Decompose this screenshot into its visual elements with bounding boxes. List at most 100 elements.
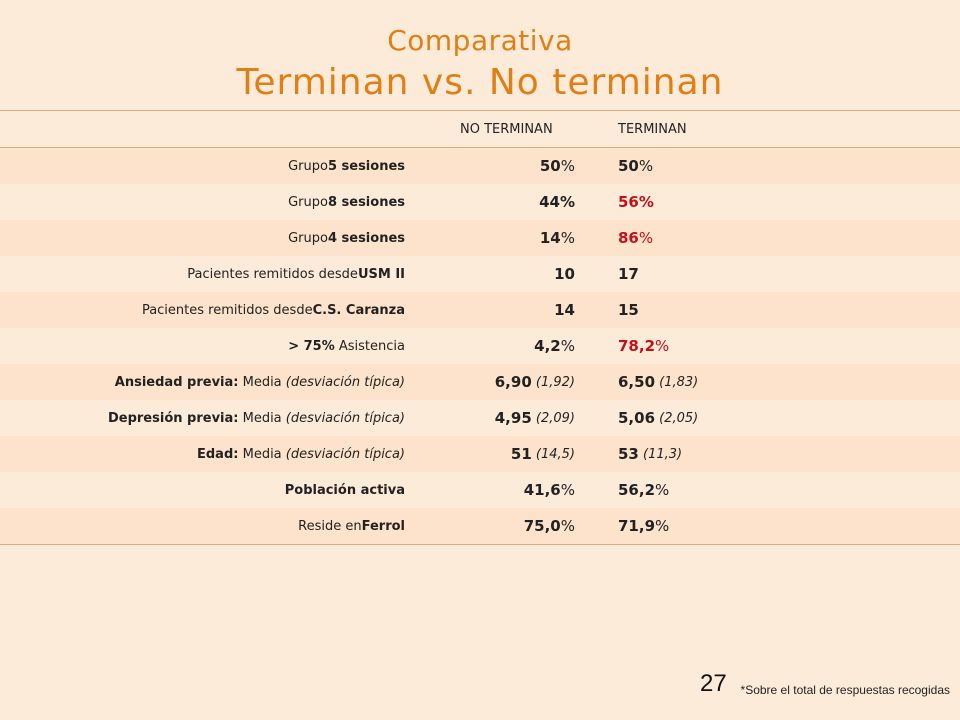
value-main: 71,9 xyxy=(618,517,656,535)
row-label: Grupo 4 sesiones xyxy=(288,220,405,256)
table-body: Grupo 5 sesiones 50% 50% Grupo 8 sesiones 44… xyxy=(0,148,960,544)
value-main: 17 xyxy=(618,265,639,283)
value-main: 14 xyxy=(554,301,575,319)
value-paren: (14,5) xyxy=(531,446,575,462)
value-no-terminan: 50% xyxy=(540,148,575,184)
value-terminan: 15 xyxy=(618,292,639,328)
value-main: 6,50 xyxy=(618,373,656,391)
table-row: Pacientes remitidos desde USM II 10 17 xyxy=(0,256,960,292)
value-main: 50 xyxy=(539,157,561,175)
table-row: Grupo 8 sesiones 44% 56% xyxy=(0,184,960,220)
title-line1: Comparativa xyxy=(387,24,573,57)
table-row: Grupo 5 sesiones 50% 50% xyxy=(0,148,960,184)
value-no-terminan: 41,6% xyxy=(524,472,575,508)
table-row: Población activa 41,6% 56,2% xyxy=(0,472,960,508)
header-terminan: TERMINAN xyxy=(618,121,687,137)
title-line2: Terminan vs. No terminan xyxy=(236,62,724,103)
label-text-post: Asistencia xyxy=(334,338,405,354)
value-no-terminan: 14% xyxy=(540,220,575,256)
value-terminan: 53 (11,3) xyxy=(618,436,682,472)
value-no-terminan: 44% xyxy=(539,184,575,220)
table-row: Grupo 4 sesiones 14% 86% xyxy=(0,220,960,256)
label-bold: Depresión previa: xyxy=(107,410,239,426)
value-main: 75,0 xyxy=(523,517,561,535)
value-no-terminan: 51 (14,5) xyxy=(511,436,575,472)
label-text: Grupo xyxy=(288,158,328,174)
value-paren: (1,92) xyxy=(531,374,575,390)
value-main: 86 xyxy=(618,229,639,247)
label-bold: Edad: xyxy=(197,446,239,462)
row-label: Población activa xyxy=(285,472,405,508)
label-bold: 4 sesiones xyxy=(327,230,405,246)
row-label: Grupo 8 sesiones xyxy=(288,184,405,220)
label-text: Grupo xyxy=(288,230,328,246)
value-no-terminan: 4,95 (2,09) xyxy=(495,400,575,436)
table-row: > 75% Asistencia 4,2% 78,2% xyxy=(0,328,960,364)
value-terminan: 86% xyxy=(618,220,653,256)
row-label: > 75% Asistencia xyxy=(288,328,405,364)
value-main: 10 xyxy=(554,265,575,283)
label-bold: > 75% xyxy=(288,338,335,354)
value-paren: (1,83) xyxy=(655,374,699,390)
value-unit: % xyxy=(638,157,654,175)
value-unit: % xyxy=(560,481,575,499)
label-bold: Población activa xyxy=(284,482,405,498)
label-italic: (desviación típica) xyxy=(285,410,405,426)
value-main: 44% xyxy=(539,193,575,211)
value-terminan: 17 xyxy=(618,256,639,292)
value-terminan: 56,2% xyxy=(618,472,669,508)
value-paren: (2,09) xyxy=(531,410,575,426)
value-main: 6,90 xyxy=(494,373,532,391)
footnote: *Sobre el total de respuestas recogidas xyxy=(740,683,950,697)
value-no-terminan: 4,2% xyxy=(534,328,575,364)
value-terminan: 56% xyxy=(618,184,654,220)
label-text-post: Media xyxy=(238,374,286,390)
value-paren: (2,05) xyxy=(655,410,699,426)
value-main: 53 xyxy=(618,445,639,463)
row-label: Pacientes remitidos desde C.S. Caranza xyxy=(142,292,405,328)
value-main: 56% xyxy=(618,193,654,211)
value-main: 41,6 xyxy=(523,481,561,499)
value-unit: % xyxy=(638,229,654,247)
label-bold: Ansiedad previa: xyxy=(114,374,239,390)
row-label: Ansiedad previa: Media (desviación típic… xyxy=(115,364,405,400)
value-paren: (11,3) xyxy=(638,446,683,462)
table-row: Edad: Media (desviación típica) 51 (14,5)… xyxy=(0,436,960,472)
value-main: 51 xyxy=(510,445,532,463)
value-terminan: 50% xyxy=(618,148,653,184)
value-terminan: 71,9% xyxy=(618,508,669,544)
comparison-table: NO TERMINAN TERMINAN Grupo 5 sesiones 50%… xyxy=(0,110,960,545)
table-row: Pacientes remitidos desde C.S. Caranza 14… xyxy=(0,292,960,328)
value-main: 50 xyxy=(618,157,639,175)
label-italic: (desviación típica) xyxy=(285,446,405,462)
table-header-row: NO TERMINAN TERMINAN xyxy=(0,111,960,148)
row-label: Depresión previa: Media (desviación típi… xyxy=(108,400,405,436)
row-label: Pacientes remitidos desde USM II xyxy=(187,256,405,292)
label-text: Grupo xyxy=(288,194,328,210)
value-main: 56,2 xyxy=(618,481,656,499)
table-row: Depresión previa: Media (desviación típi… xyxy=(0,400,960,436)
value-no-terminan: 75,0% xyxy=(524,508,575,544)
value-unit: % xyxy=(560,517,575,535)
table-row: Reside en Ferrol 75,0% 71,9% xyxy=(0,508,960,544)
value-main: 78,2 xyxy=(618,337,656,355)
value-no-terminan: 6,90 (1,92) xyxy=(495,364,575,400)
label-bold: 5 sesiones xyxy=(327,158,405,174)
value-unit: % xyxy=(655,337,670,355)
table-row: Ansiedad previa: Media (desviación típic… xyxy=(0,364,960,400)
label-bold: 8 sesiones xyxy=(327,194,405,210)
value-terminan: 5,06 (2,05) xyxy=(618,400,698,436)
value-unit: % xyxy=(655,517,670,535)
label-text: Reside en xyxy=(298,518,362,534)
label-text-post: Media xyxy=(238,446,286,462)
value-main: 4,2 xyxy=(534,337,561,355)
value-unit: % xyxy=(655,481,670,499)
value-unit: % xyxy=(560,157,575,175)
value-no-terminan: 10 xyxy=(554,256,575,292)
value-main: 5,06 xyxy=(618,409,656,427)
value-main: 14 xyxy=(539,229,561,247)
value-no-terminan: 14 xyxy=(554,292,575,328)
label-bold: USM II xyxy=(357,266,405,282)
row-label: Edad: Media (desviación típica) xyxy=(197,436,405,472)
label-text-post: Media xyxy=(238,410,286,426)
